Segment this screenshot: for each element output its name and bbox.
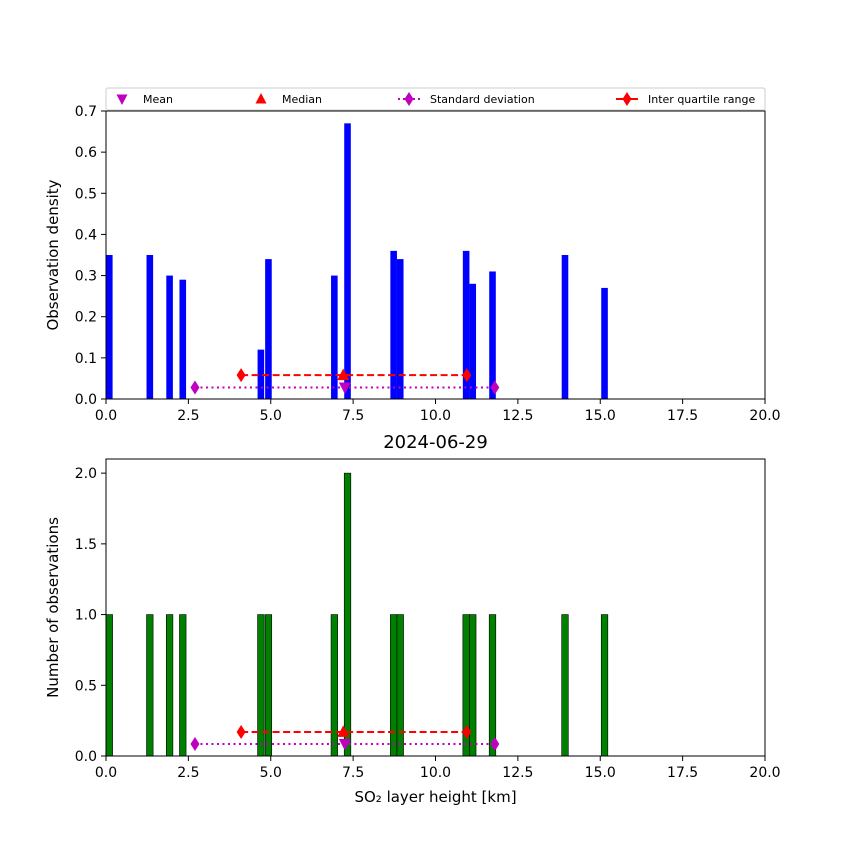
x-tick-label: 17.5 <box>667 765 698 781</box>
histogram-bar <box>396 259 404 399</box>
x-tick-label: 7.5 <box>342 765 364 781</box>
x-tick-label: 5.0 <box>260 408 282 424</box>
y-tick-label: 0.4 <box>75 227 97 243</box>
y-tick-label: 1.5 <box>75 537 97 553</box>
histogram-bar <box>105 614 113 757</box>
top-panel: 0.0 2.5 5.0 7.5 10.0 12.5 15.0 17.5 20.0 0.0 0.1 0.… <box>44 87 781 424</box>
histogram-bar <box>396 614 404 757</box>
histogram-bar <box>462 250 470 399</box>
y-tick-label: 0.5 <box>75 678 97 694</box>
x-axis-label: SO₂ layer height [km] <box>354 788 516 806</box>
y-tick-label: 0.5 <box>75 186 97 202</box>
x-tick-label: 17.5 <box>667 408 698 424</box>
legend-median-icon <box>255 93 267 104</box>
x-tick-label: 15.0 <box>585 408 616 424</box>
histogram-bar <box>601 287 608 399</box>
x-tick-label: 2.5 <box>177 408 199 424</box>
legend-std-icon <box>404 92 414 106</box>
histogram-bar <box>166 275 173 399</box>
x-tick-label: 12.5 <box>502 765 533 781</box>
y-tick-label: 0.3 <box>75 269 97 285</box>
y-tick-label: 0.7 <box>75 104 97 120</box>
histogram-bar <box>600 614 609 757</box>
x-tick-label: 0.0 <box>95 765 117 781</box>
legend-mean-icon <box>116 94 128 105</box>
mean-marker <box>338 739 351 751</box>
histogram-bar <box>264 614 273 757</box>
x-tick-label: 5.0 <box>260 765 282 781</box>
histogram-bar <box>265 259 272 399</box>
histogram-bar <box>330 614 338 757</box>
y-tick-label: 0.0 <box>75 392 97 408</box>
median-marker <box>337 368 350 381</box>
histogram-bar <box>257 614 265 757</box>
mean-marker <box>338 382 351 395</box>
histogram-bar <box>146 255 154 399</box>
y-axis-label: Number of observations <box>44 517 62 698</box>
y-axis-label: Observation density <box>44 179 62 330</box>
histogram-bar <box>561 614 569 757</box>
x-tick-label: 0.0 <box>95 408 117 424</box>
y-tick-label: 0.6 <box>75 145 97 161</box>
iqr-marker <box>462 368 472 383</box>
y-tick-label: 2.0 <box>75 466 97 482</box>
y-tick-label: 0.0 <box>75 749 97 765</box>
histogram-bar <box>488 614 497 757</box>
histogram-bar <box>469 614 477 757</box>
histogram-bar <box>343 472 352 757</box>
iqr-marker <box>236 724 246 739</box>
std-marker <box>490 380 500 395</box>
x-tick-label: 10.0 <box>420 765 451 781</box>
iqr-marker <box>236 368 246 383</box>
x-tick-label: 20.0 <box>749 408 780 424</box>
histogram-bar <box>257 349 265 399</box>
std-marker <box>490 736 500 751</box>
x-tick-label: 20.0 <box>749 765 780 781</box>
histogram-bar <box>390 250 397 399</box>
legend: Mean Median Standard deviation Inter quarti… <box>105 87 766 111</box>
histogram-bar <box>331 275 338 399</box>
histogram-bar <box>179 279 187 399</box>
x-tick-label: 12.5 <box>502 408 533 424</box>
y-tick-label: 0.1 <box>75 351 97 367</box>
x-tick-label: 2.5 <box>177 765 199 781</box>
std-marker <box>190 380 200 395</box>
histogram-bar <box>146 614 154 757</box>
histogram-bar <box>390 614 398 757</box>
y-tick-label: 1.0 <box>75 608 97 624</box>
legend-label: Inter quartile range <box>648 93 755 106</box>
iqr-marker <box>462 724 472 739</box>
bottom-panel: 0.0 2.5 5.0 7.5 10.0 12.5 15.0 17.5 20.0 0.0 0.5 1.… <box>44 432 781 806</box>
legend-label: Mean <box>143 93 173 106</box>
x-tick-label: 15.0 <box>585 765 616 781</box>
histogram-bar <box>106 255 113 399</box>
y-tick-label: 0.2 <box>75 310 97 326</box>
histogram-bar <box>469 283 477 399</box>
histogram-bar <box>179 614 187 757</box>
histogram-bar <box>344 123 351 399</box>
std-marker <box>190 736 200 751</box>
median-marker <box>337 725 350 737</box>
legend-iqr-icon <box>622 92 632 106</box>
chart-title: 2024-06-29 <box>383 432 488 453</box>
histogram-bar <box>166 614 174 757</box>
legend-box <box>105 87 766 111</box>
histogram-bar <box>489 271 496 399</box>
histogram-bar <box>561 255 569 399</box>
x-tick-label: 10.0 <box>420 408 451 424</box>
legend-label: Standard deviation <box>430 93 535 106</box>
legend-label: Median <box>282 93 322 106</box>
x-tick-label: 7.5 <box>342 408 364 424</box>
